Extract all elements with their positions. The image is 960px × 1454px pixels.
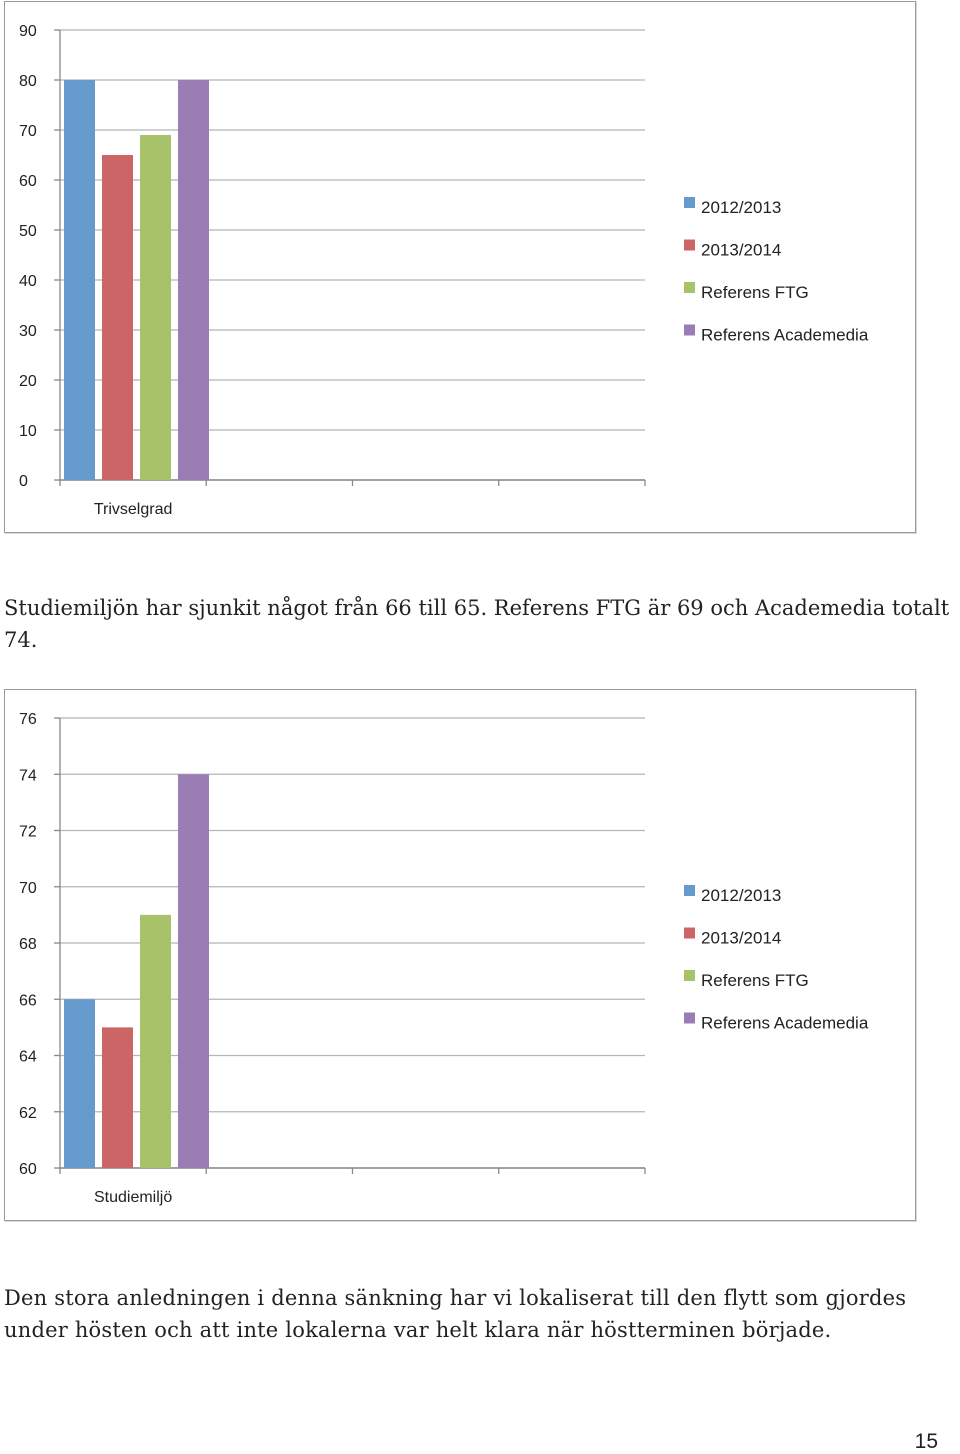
y-tick-label: 60 — [19, 1161, 37, 1178]
page-number: 15 — [914, 1430, 938, 1453]
bar-referens-academedia — [178, 80, 209, 480]
chart-trivselgrad: 0 10 20 30 40 50 60 70 80 90 Trivselgrad 2012/2013 2… — [4, 1, 916, 533]
legend-label: Referens FTG — [701, 971, 809, 990]
legend-label: Referens Academedia — [701, 1014, 869, 1033]
y-tick-label: 70 — [19, 123, 37, 140]
y-tick-label: 66 — [19, 992, 37, 1009]
y-tick-label: 60 — [19, 173, 37, 190]
x-category-label: Trivselgrad — [94, 501, 173, 518]
legend-swatch — [684, 885, 695, 896]
bar-2013-2014 — [102, 1027, 133, 1168]
legend-label: Referens FTG — [701, 283, 809, 302]
chart-trivselgrad-svg: 0 10 20 30 40 50 60 70 80 90 Trivselgrad 2012/2013 2… — [19, 23, 869, 518]
legend-swatch — [684, 324, 695, 336]
y-tick-label: 62 — [19, 1105, 37, 1122]
y-tick-label: 90 — [19, 23, 37, 40]
chart-studiemiljo: 60 62 64 66 68 70 72 74 76 Studiemiljö 2012/2013 20… — [4, 689, 916, 1221]
legend-label: 2013/2014 — [701, 929, 781, 948]
bar-referens-ftg — [140, 914, 171, 1168]
legend-label: Referens Academedia — [701, 326, 869, 345]
y-tick-label: 72 — [19, 824, 37, 841]
legend-label: 2012/2013 — [701, 198, 781, 217]
bar-referens-ftg — [140, 135, 171, 480]
y-tick-label: 50 — [19, 223, 37, 240]
legend-swatch — [684, 282, 695, 293]
legend-swatch — [684, 239, 695, 251]
legend-label: 2013/2014 — [701, 241, 781, 260]
y-tick-label: 80 — [19, 73, 37, 90]
x-category-label: Studiemiljö — [94, 1189, 172, 1206]
legend-swatch — [684, 970, 695, 981]
y-tick-label: 0 — [19, 473, 28, 490]
legend-swatch — [684, 927, 695, 939]
y-tick-label: 30 — [19, 323, 37, 340]
chart-studiemiljo-svg: 60 62 64 66 68 70 72 74 76 Studiemiljö 2012/2013 20… — [19, 711, 869, 1206]
y-tick-label: 20 — [19, 373, 37, 390]
bar-2012-2013 — [64, 80, 95, 480]
bar-2013-2014 — [102, 155, 133, 480]
y-tick-label: 76 — [19, 711, 37, 728]
paragraph-studiemiljo: Studiemiljön har sjunkit något från 66 t… — [4, 596, 950, 652]
y-tick-label: 10 — [19, 423, 37, 440]
y-tick-label: 64 — [19, 1049, 37, 1066]
bar-referens-academedia — [178, 774, 209, 1168]
paragraph-anledning: Den stora anledningen i denna sänkning h… — [4, 1286, 907, 1342]
y-tick-label: 40 — [19, 273, 37, 290]
legend-swatch — [684, 1012, 695, 1024]
y-tick-label: 74 — [19, 767, 37, 784]
y-tick-label: 70 — [19, 880, 37, 897]
bar-2012-2013 — [64, 999, 95, 1168]
legend-swatch — [684, 197, 695, 208]
legend-label: 2012/2013 — [701, 886, 781, 905]
y-tick-label: 68 — [19, 936, 37, 953]
